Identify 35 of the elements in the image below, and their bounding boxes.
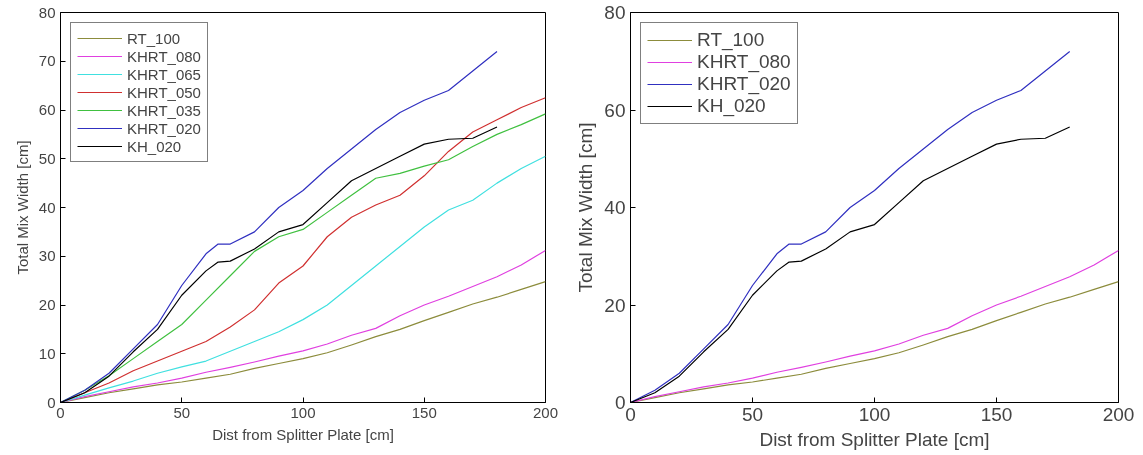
y-tick-label: 80 [604, 2, 626, 23]
x-axis-title: Dist from Splitter Plate [cm] [212, 425, 394, 443]
y-tick-label: 10 [38, 344, 56, 362]
y-tick-label: 40 [38, 198, 56, 216]
x-tick-label: 150 [980, 403, 1013, 425]
x-tick-label: 50 [173, 403, 191, 421]
legend-label: KHRT_080 [127, 47, 201, 65]
legend-label: KHRT_020 [697, 73, 791, 95]
x-axis-title: Dist from Splitter Plate [cm] [759, 428, 990, 450]
y-tick-label: 30 [38, 247, 56, 265]
x-tick-label: 100 [290, 403, 316, 421]
legend-label: RT_100 [697, 29, 765, 51]
y-tick-label: 60 [604, 99, 626, 121]
legend-label: KHRT_020 [127, 119, 201, 137]
y-tick-label: 20 [604, 294, 626, 316]
legend-label: RT_100 [127, 29, 181, 47]
y-axis-title: Total Mix Width [cm] [575, 122, 597, 293]
y-tick-label: 20 [38, 296, 56, 313]
legend-label: KHRT_050 [127, 83, 201, 101]
y-tick-label: 70 [38, 52, 56, 70]
x-tick-label: 200 [532, 403, 559, 421]
x-tick-label: 100 [858, 403, 891, 425]
y-tick-label: 50 [38, 149, 56, 167]
legend-label: KHRT_035 [127, 101, 201, 119]
y-tick-label: 60 [38, 101, 56, 118]
x-tick-label: 200 [1102, 403, 1135, 425]
legend-label: KH_020 [127, 137, 182, 155]
x-tick-label: 150 [411, 403, 437, 421]
legend-label: KHRT_080 [697, 51, 791, 73]
legend-label: KHRT_065 [127, 65, 201, 83]
legend-label: KH_020 [697, 95, 766, 117]
x-tick-label: 50 [741, 403, 764, 425]
y-axis-title: Total Mix Width [cm] [13, 140, 31, 275]
y-tick-label: 40 [604, 197, 626, 218]
y-tick-label: 80 [38, 3, 56, 21]
